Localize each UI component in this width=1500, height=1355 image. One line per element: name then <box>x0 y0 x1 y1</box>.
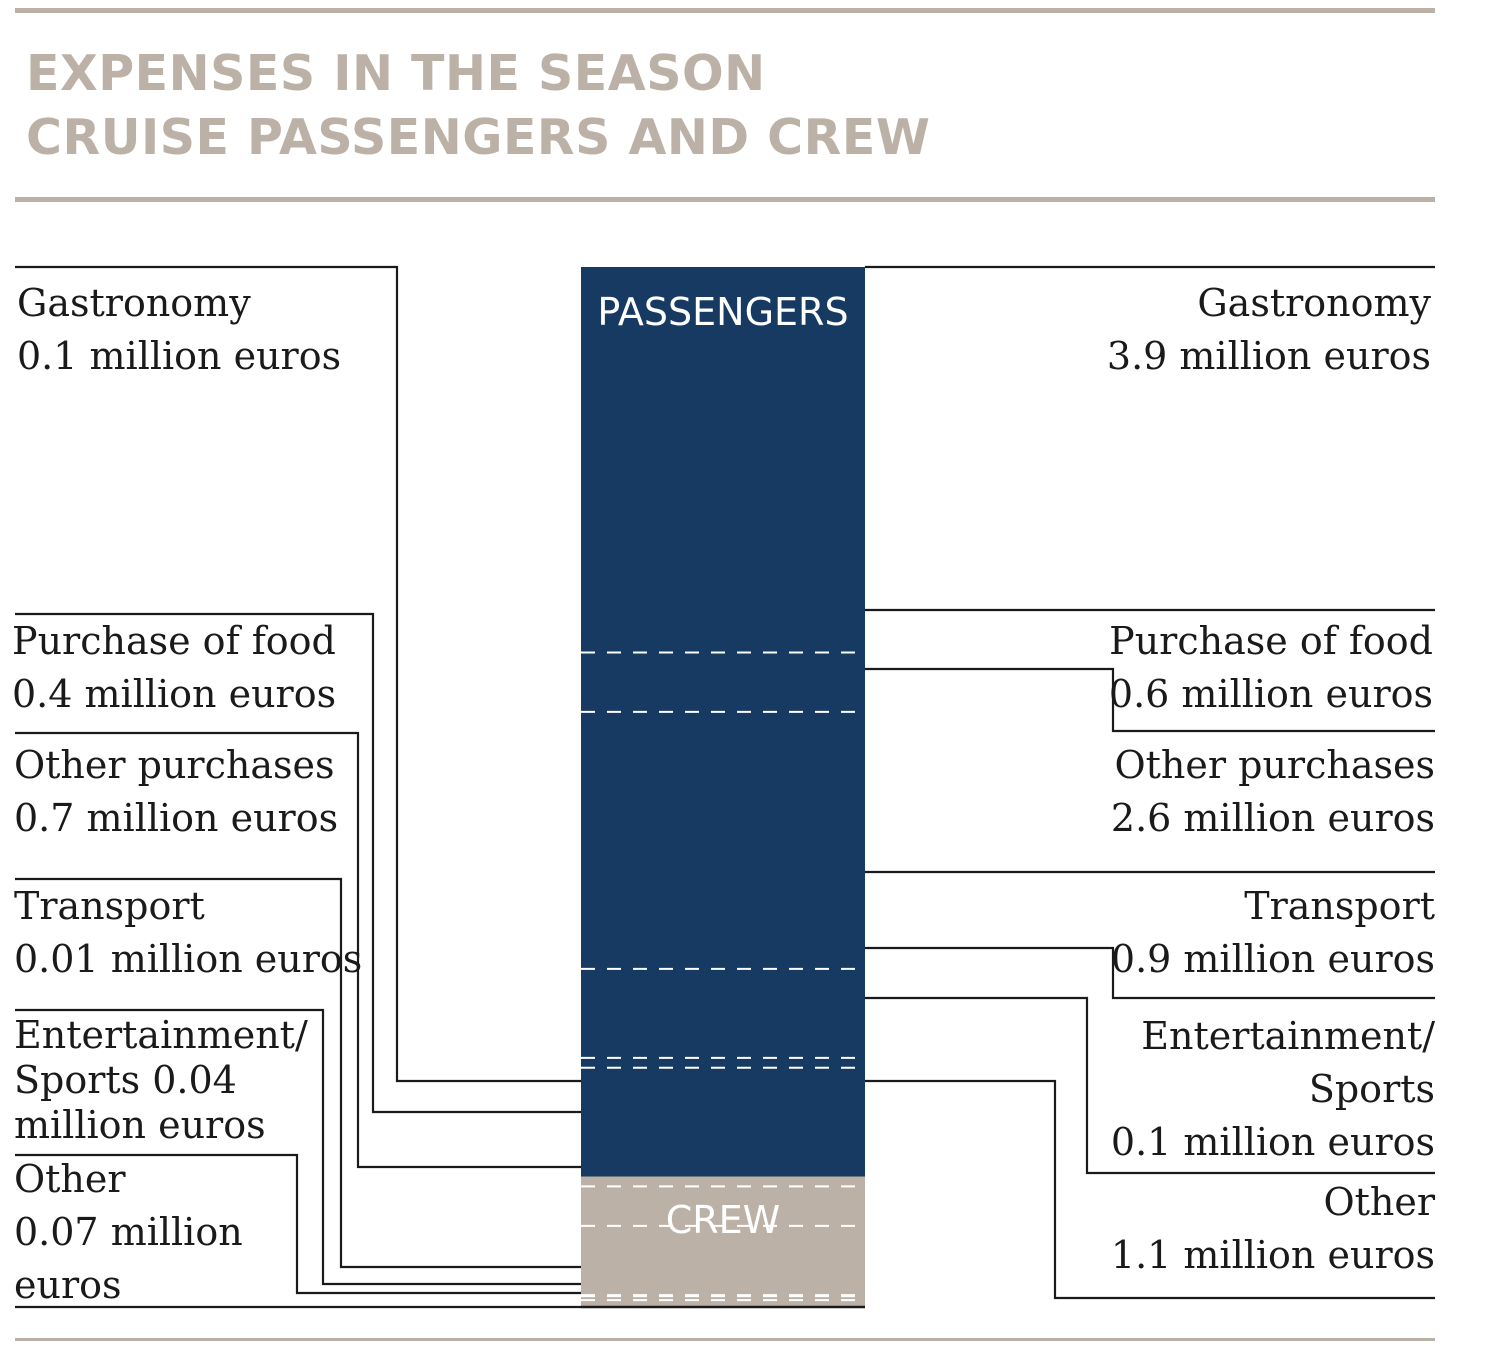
label-passengers-gastronomy: Gastronomy 3.9 million euros <box>1106 281 1431 378</box>
bottom-rule <box>15 1338 1435 1341</box>
leader-crew-gastronomy <box>15 265 581 1083</box>
bar-segment-passengers-purchase-of-food <box>581 652 865 713</box>
leader-passengers-other <box>865 1079 1435 1300</box>
label-crew-gastronomy: Gastronomy 0.1 million euros <box>17 281 342 378</box>
bar-segment-passengers-transport <box>581 968 865 1059</box>
label-passengers-purchase-of-food: Purchase of food 0.6 million euros <box>1108 619 1433 716</box>
label-passengers-other-purchases: Other purchases 2.6 million euros <box>1110 743 1435 840</box>
bar-segment-passengers-gastronomy <box>581 267 865 654</box>
leader-passengers-entertainment-sports <box>865 996 1435 1175</box>
bar-segment-passengers-entertainment-sports <box>581 1057 865 1069</box>
bar-segment-crew-entertainment-sports <box>581 1296 865 1301</box>
chart-title: EXPENSES IN THE SEASON CRUISE PASSENGERS… <box>26 42 930 170</box>
label-passengers-entertainment-sports: Entertainment/ Sports 0.1 million euros <box>1110 1014 1435 1164</box>
leader-passengers-purchase-of-food <box>865 667 1435 733</box>
leader-crew-other <box>15 1153 581 1295</box>
series-label-crew: CREW <box>665 1198 781 1242</box>
leader-passengers-transport <box>865 946 1435 1000</box>
label-crew-entertainment-sports: Entertainment/ Sports 0.04 million euros <box>14 1013 308 1147</box>
leader-crew-purchase-of-food <box>15 612 581 1114</box>
label-crew-other-purchases: Other purchases 0.7 million euros <box>14 743 339 840</box>
leader-crew-transport <box>15 877 581 1269</box>
bar-segment-crew-other-purchases <box>581 1225 865 1296</box>
bar-segment-passengers-other <box>581 1067 865 1178</box>
label-crew-purchase-of-food: Purchase of food 0.4 million euros <box>12 619 337 716</box>
series-label-passengers: PASSENGERS <box>597 290 849 334</box>
bar-segment-passengers-other-purchases <box>581 711 865 970</box>
top-rule <box>15 8 1435 13</box>
title-line-1: EXPENSES IN THE SEASON <box>26 45 766 102</box>
label-crew-transport: Transport 0.01 million euros <box>14 884 363 981</box>
label-crew-other: Other 0.07 million euros <box>14 1157 243 1307</box>
title-line-2: CRUISE PASSENGERS AND CREW <box>26 109 931 166</box>
bar-segment-crew-gastronomy <box>581 1176 865 1187</box>
label-passengers-other: Other 1.1 million euros <box>1110 1180 1435 1277</box>
label-passengers-transport: Transport 0.9 million euros <box>1110 884 1435 981</box>
title-rule <box>15 197 1435 202</box>
leader-crew-entertainment-sports <box>15 1008 581 1286</box>
bar-segment-crew-other <box>581 1300 865 1308</box>
leader-crew-other-purchases <box>15 731 581 1169</box>
bar-segment-crew-purchase-of-food <box>581 1186 865 1227</box>
